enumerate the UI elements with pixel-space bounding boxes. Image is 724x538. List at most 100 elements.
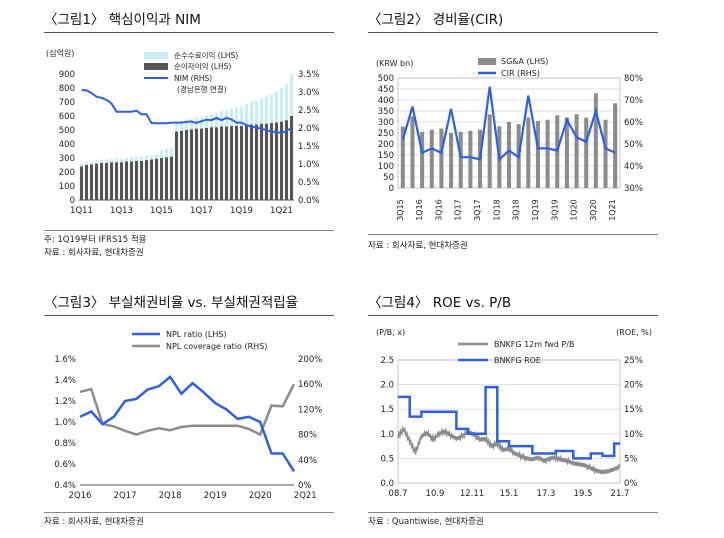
sga-bar [613,103,618,188]
y-left-unit-label: (P/B, x) [376,328,405,337]
y-left-tick-label: 1.6% [54,355,76,365]
figure-4-chart: (P/B, x) (ROE, %) 0.0 0.5 1.0 1.5 2.0 2.5 0% 5% 10… [376,328,652,499]
fee-bar [199,116,204,129]
sga-bar [420,131,425,188]
figure-3-note-1: 자료 : 회사자료, 현대차증권 [44,517,144,527]
y-left-tick-label: 500 [378,74,394,84]
x-tick-label: 2Q17 [114,491,137,501]
y-right-tick-label: 80% [624,74,643,84]
y-right-tick-label: 40% [624,162,643,172]
nii-bar [104,162,109,200]
y-right-tick-label: 0.0% [298,196,320,206]
roe-step-line [398,385,620,460]
y-left-tick-label: 0 [70,196,75,206]
x-tick-label: 2Q16 [69,491,92,501]
nii-bar [284,120,289,200]
nii-bar [289,116,294,200]
fee-bar [189,118,194,130]
x-tick-label: 1Q17 [190,206,213,216]
nii-bar [99,162,104,200]
fee-bar [139,156,144,161]
y-left-tick-label: 100 [378,162,394,172]
x-tick-label: 3Q17 [473,199,482,221]
fee-bar [79,163,84,167]
figure-1-note-2: 자료 : 회사자료, 현대차증권 [44,248,144,258]
nii-bar [119,162,124,200]
x-tick-label: 1Q21 [608,199,617,221]
fee-bar [109,158,114,163]
nii-bar [109,162,114,200]
legend-sga-label: SG&A (LHS) [501,57,548,66]
y-left-tick-label: 1.0 [380,430,394,440]
fee-bar [229,109,234,126]
nii-bar [79,166,84,200]
x-tick-label: 1Q19 [531,199,540,221]
y-left-unit-label: (십억원) [46,48,74,58]
nii-bar [169,156,174,200]
fee-bar [259,98,264,124]
y-left-tick-label: 0.4% [54,481,76,491]
figure-3-title: 〈그림3〉 부실채권비율 vs. 부실채권적립율 [44,295,299,311]
nii-bar [234,125,239,200]
y-left-tick-label: 200 [59,168,75,178]
nii-bar [214,127,219,200]
y-right-tick-label: 60% [624,118,643,128]
figure-1-panel: 〈그림1〉 핵심이익과 NIM (십억원) 0 100 200 300 400 500 600… [44,8,334,263]
x-tick-label: 08.7 [389,489,408,499]
fee-bar [279,88,284,122]
y-right-tick-label: 80% [298,431,317,441]
y-right-tick-label: 120% [298,405,322,415]
y-left-tick-label: 100 [59,182,75,192]
sga-bar [593,93,598,188]
figure-3-chart: 0.4% 0.6% 0.8% 1.0% 1.2% 1.4% 1.6% 0% 40% 80% 120%… [54,330,322,501]
y-left-tick-label: 1.0% [54,418,76,428]
nii-bar [239,125,244,200]
nii-bar [134,160,139,200]
figure-4-panel: 〈그림4〉 ROE vs. P/B (P/B, x) (ROE, %) 0.0 0.5… [368,291,658,531]
fee-bar [234,107,239,126]
fee-bar [84,162,89,165]
figure-2-note-1: 자료 : 회사자료, 현대차증권 [368,241,468,251]
nii-bar [254,124,259,200]
y-right-tick-label: 2.5% [298,106,320,116]
figure-2-panel: 〈그림2〉 경비율(CIR) (KRW bn) 0 50 100 150 200 250 30… [368,8,658,263]
y-right-tick-label: 200% [298,355,322,365]
fee-bar [214,113,219,128]
figure-1-chart: (십억원) 0 100 200 300 400 500 600 700 800 900 0.0% 0.5… [46,48,320,216]
x-tick-label: 17.3 [537,489,556,499]
y-left-tick-label: 1.5 [380,405,394,415]
sga-bar [526,117,531,188]
y-right-tick-label: 40% [298,456,317,466]
fee-bar [89,161,94,165]
y-left-tick-label: 250 [378,129,394,139]
chart-annotation: (경남은행 연결) [177,84,227,94]
fee-bar [264,97,269,124]
x-tick-label: 1Q21 [270,206,293,216]
nii-bar [189,129,194,200]
x-tick-label: 21.7 [611,489,630,499]
y-left-tick-label: 200 [378,140,394,150]
y-left-tick-label: 2.5 [380,356,394,366]
y-left-tick-label: 900 [59,70,75,80]
y-left-tick-label: 2.0 [380,381,394,391]
fee-bar [94,160,99,164]
y-left-tick-label: 600 [59,112,75,122]
y-left-tick-label: 0.5 [380,454,394,464]
y-left-tick-label: 1.4% [54,376,76,386]
legend-nii-label: 순이자이익 (LHS) [174,61,231,71]
x-tick-label: 2Q18 [159,491,182,501]
x-tick-label: 15.1 [500,489,519,499]
nii-bar [269,123,274,200]
figure-4-note-1: 자료 : Quantiwise, 현대차증권 [368,517,484,527]
x-tick-label: 1Q13 [110,206,133,216]
y-right-tick-label: 0% [624,479,638,489]
figure-1-title: 〈그림1〉 핵심이익과 NIM [44,12,201,28]
fee-bar [169,148,174,157]
legend-nii-swatch [144,63,168,70]
sga-bar [410,116,415,188]
fee-bar [289,74,294,116]
y-right-tick-label: 0.5% [298,178,320,188]
fee-bar [179,120,184,131]
sga-bar [429,129,434,188]
